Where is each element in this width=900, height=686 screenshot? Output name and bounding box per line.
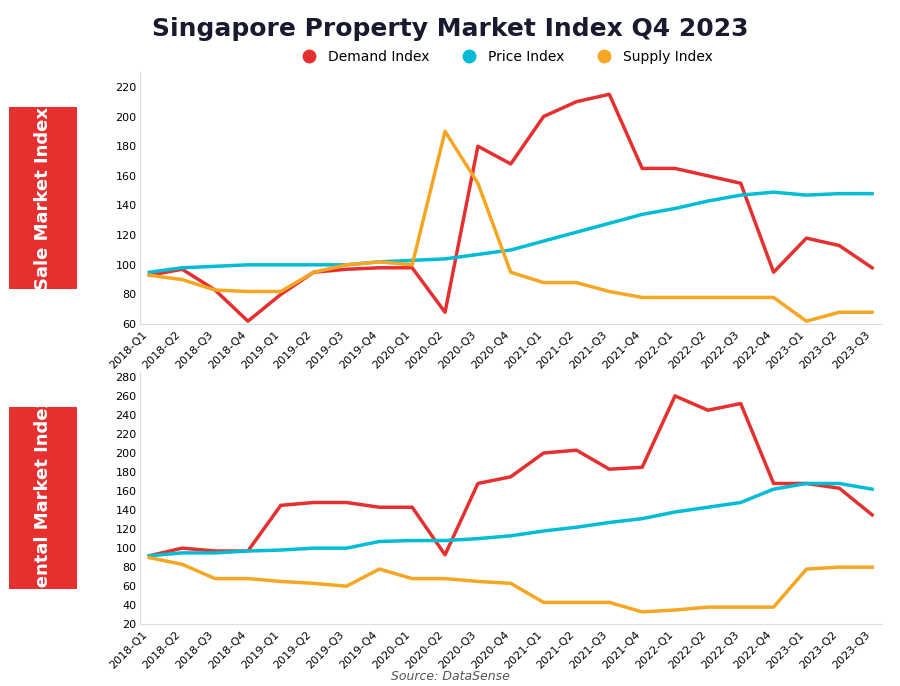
Text: Sale Market Index: Sale Market Index [33,106,52,289]
Text: Singapore Property Market Index Q4 2023: Singapore Property Market Index Q4 2023 [152,17,748,41]
Legend: Demand Index, Price Index, Supply Index: Demand Index, Price Index, Supply Index [290,45,718,70]
Text: Source: DataSense: Source: DataSense [391,670,509,683]
Text: Rental Market Index: Rental Market Index [33,396,52,601]
